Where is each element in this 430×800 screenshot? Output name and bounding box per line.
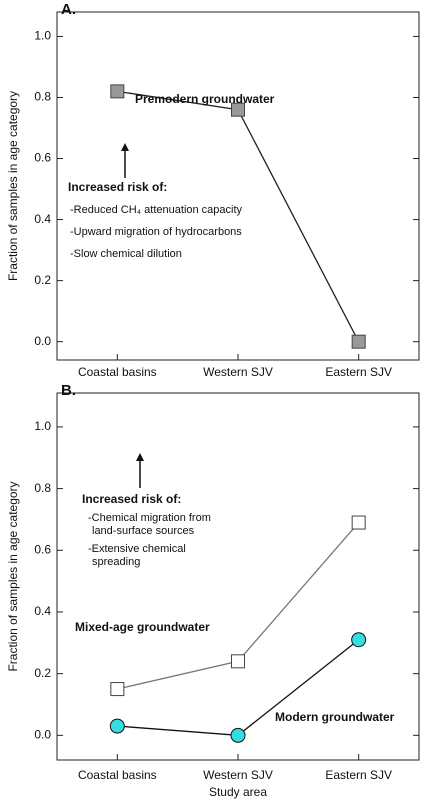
y-tick-label: 0.0: [34, 727, 51, 741]
annotation-item: spreading: [92, 556, 140, 568]
series-label: Premodern groundwater: [135, 92, 275, 106]
x-axis-label: Study area: [209, 785, 267, 799]
y-tick-label: 0.6: [34, 151, 51, 165]
y-axis-label: Fraction of samples in age category: [6, 481, 20, 671]
panel-label: A.: [61, 1, 76, 18]
x-tick-label: Western SJV: [203, 365, 273, 379]
y-tick-label: 0.4: [34, 604, 51, 618]
data-point: [109, 718, 125, 734]
y-tick-label: 0.6: [34, 542, 51, 556]
annotation-heading: Increased risk of:: [68, 180, 167, 194]
annotation-item: -Reduced CH₄ attenuation capacity: [70, 204, 243, 216]
data-point: [110, 84, 125, 99]
data-point: [351, 334, 366, 349]
y-tick-label: 0.2: [34, 273, 51, 287]
y-tick-label: 1.0: [34, 419, 51, 433]
y-tick-label: 0.8: [34, 90, 51, 104]
x-tick-label: Eastern SJV: [325, 768, 392, 782]
y-tick-label: 0.4: [34, 212, 51, 226]
x-tick-label: Western SJV: [203, 768, 273, 782]
plot-frame: [56, 392, 420, 761]
annotation-heading: Increased risk of:: [82, 492, 181, 506]
x-tick-label: Eastern SJV: [325, 365, 392, 379]
annotation-item: -Upward migration of hydrocarbons: [70, 226, 242, 238]
y-axis-label: Fraction of samples in age category: [6, 91, 20, 281]
annotation-item: -Extensive chemical: [88, 543, 186, 555]
series-label: Modern groundwater: [275, 710, 395, 724]
series-line: [117, 90, 360, 342]
data-point: [230, 727, 246, 743]
arrow-head: [121, 143, 129, 151]
data-point: [351, 632, 367, 648]
y-tick-label: 1.0: [34, 29, 51, 43]
x-tick-label: Coastal basins: [78, 768, 157, 782]
arrow-head: [136, 453, 144, 461]
annotation-item: -Slow chemical dilution: [70, 248, 182, 260]
series-label: Mixed-age groundwater: [75, 620, 210, 634]
data-point: [231, 102, 245, 117]
data-point: [351, 515, 366, 530]
x-tick-label: Coastal basins: [78, 365, 157, 379]
panel-label: B.: [61, 382, 76, 399]
data-point: [110, 682, 125, 697]
y-tick-label: 0.0: [34, 334, 51, 348]
y-tick-label: 0.2: [34, 666, 51, 680]
y-tick-label: 0.8: [34, 481, 51, 495]
annotation-item: land-surface sources: [92, 525, 195, 537]
data-point: [231, 654, 245, 669]
annotation-item: -Chemical migration from: [88, 512, 211, 524]
